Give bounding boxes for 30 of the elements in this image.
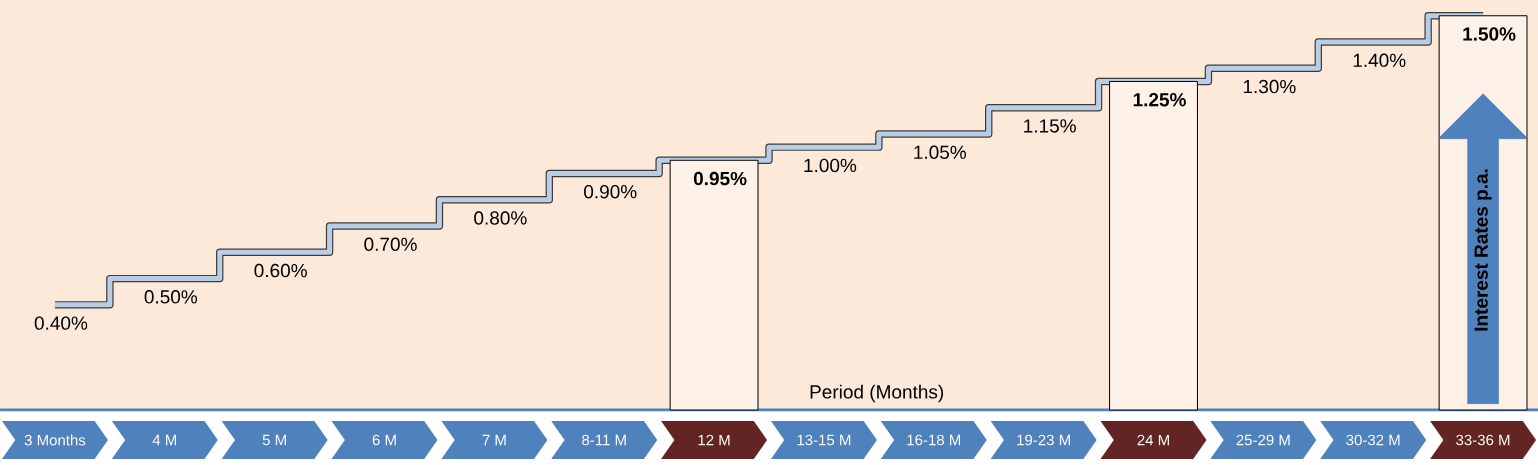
x-tick-label: 12 M — [698, 434, 730, 446]
data-label: 1.15% — [1024, 119, 1076, 133]
x-tick-label: 30-32 M — [1346, 434, 1400, 446]
data-label: 1.30% — [1243, 79, 1296, 94]
x-tick-label: 5 M — [262, 434, 286, 446]
data-label: 1.40% — [1353, 53, 1406, 68]
data-label: 0.60% — [254, 263, 307, 278]
x-axis-title: Period (Months) — [810, 384, 944, 403]
y-axis-title: Interest Rates p.a. — [1474, 169, 1492, 331]
data-label: 1.50% — [1463, 27, 1516, 41]
x-tick-label: 13-15 M — [797, 434, 851, 446]
data-label: 0.80% — [474, 211, 527, 225]
x-tick-label: 24 M — [1137, 434, 1169, 446]
x-tick-label: 19-23 M — [1017, 434, 1070, 446]
data-label: 0.95% — [693, 171, 747, 186]
data-label: 0.70% — [364, 237, 417, 251]
x-tick-label: 33-36 M — [1456, 434, 1510, 446]
x-tick-label: 16-18 M — [907, 434, 961, 446]
data-label: 0.40% — [34, 316, 88, 330]
x-tick-label: 4 M — [152, 434, 177, 446]
x-tick-label: 6 M — [372, 434, 396, 446]
data-label: 1.00% — [804, 158, 857, 173]
data-label: 0.90% — [584, 184, 637, 199]
x-tick-label: 3 Months — [24, 434, 86, 446]
x-tick-label: 7 M — [482, 434, 506, 446]
x-tick-label: 25-29 M — [1236, 434, 1290, 446]
data-label: 0.50% — [144, 290, 198, 304]
data-label: 1.25% — [1133, 93, 1186, 107]
x-tick-label: 8-11 M — [582, 434, 626, 446]
data-label: 1.05% — [914, 145, 967, 160]
